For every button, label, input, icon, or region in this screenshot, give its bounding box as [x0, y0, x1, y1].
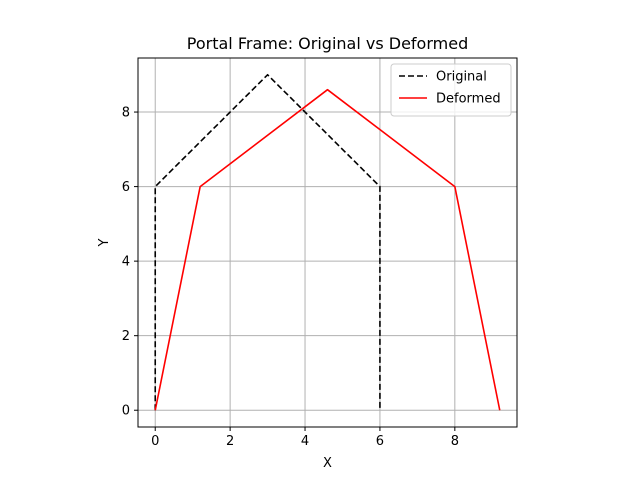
y-axis-label: Y: [97, 238, 112, 247]
legend-box: [390, 63, 512, 117]
chart-title: Portal Frame: Original vs Deformed: [187, 34, 468, 53]
series-line-deformed: [154, 88, 501, 411]
x-tick-label: 2: [226, 434, 234, 449]
legend-label-original: Original: [436, 70, 487, 85]
x-tick-label: 4: [301, 434, 309, 449]
x-tick-label: 6: [376, 434, 384, 449]
legend-label-deformed: Deformed: [436, 92, 501, 107]
x-tick-label: 0: [151, 434, 159, 449]
axis-ticks: 0 2 4 6 8 0 2 4 6 8: [122, 106, 459, 449]
y-tick-label: 8: [122, 106, 130, 121]
x-tick-label: 8: [451, 434, 459, 449]
y-tick-label: 6: [122, 180, 130, 195]
y-tick-label: 4: [122, 255, 130, 270]
plot-frame: [137, 57, 518, 428]
plot-series: [154, 73, 501, 411]
x-axis-label: X: [323, 456, 332, 471]
series-line-original: [154, 73, 381, 411]
y-tick-label: 2: [122, 329, 130, 344]
legend: Original Deformed: [390, 63, 512, 117]
y-tick-label: 0: [122, 404, 130, 419]
